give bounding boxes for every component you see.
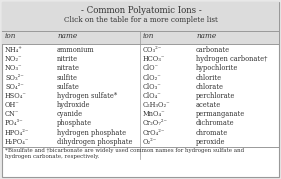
Text: - Common Polyatomic Ions -: - Common Polyatomic Ions - bbox=[81, 6, 201, 15]
Text: ClO₄⁻: ClO₄⁻ bbox=[143, 92, 162, 100]
Text: ClO₃⁻: ClO₃⁻ bbox=[143, 83, 162, 91]
Text: sulfate: sulfate bbox=[57, 83, 80, 91]
Text: dichromate: dichromate bbox=[196, 119, 235, 127]
Text: CN⁻: CN⁻ bbox=[5, 110, 19, 118]
Text: perchlorate: perchlorate bbox=[196, 92, 235, 100]
Text: Cr₂O₇²⁻: Cr₂O₇²⁻ bbox=[143, 119, 168, 127]
Text: carbonate: carbonate bbox=[196, 46, 230, 54]
Text: hydrogen sulfate*: hydrogen sulfate* bbox=[57, 92, 117, 100]
Text: NO₂⁻: NO₂⁻ bbox=[5, 55, 22, 63]
Text: O₂²⁻: O₂²⁻ bbox=[143, 138, 157, 146]
Text: SO₃²⁻: SO₃²⁻ bbox=[5, 74, 24, 82]
Text: PO₄³⁻: PO₄³⁻ bbox=[5, 119, 24, 127]
Text: C₂H₃O₂⁻: C₂H₃O₂⁻ bbox=[143, 101, 171, 109]
Text: H₂PO₄⁻: H₂PO₄⁻ bbox=[5, 138, 30, 146]
Text: Click on the table for a more complete list: Click on the table for a more complete l… bbox=[64, 16, 218, 24]
Text: peroxide: peroxide bbox=[196, 138, 225, 146]
Text: ion: ion bbox=[143, 32, 154, 40]
Text: ion: ion bbox=[5, 32, 16, 40]
Text: hypochlorite: hypochlorite bbox=[196, 64, 238, 72]
Text: NH₄⁺: NH₄⁺ bbox=[5, 46, 23, 54]
Text: HPO₄²⁻: HPO₄²⁻ bbox=[5, 129, 30, 137]
Text: cyanide: cyanide bbox=[57, 110, 83, 118]
Text: HSO₄⁻: HSO₄⁻ bbox=[5, 92, 27, 100]
Bar bbox=[2, 2, 279, 31]
Text: ClO₂⁻: ClO₂⁻ bbox=[143, 74, 162, 82]
Text: chlorite: chlorite bbox=[196, 74, 222, 82]
Text: name: name bbox=[196, 32, 216, 40]
Text: sulfite: sulfite bbox=[57, 74, 78, 82]
Text: nitrite: nitrite bbox=[57, 55, 78, 63]
Text: ammonium: ammonium bbox=[57, 46, 95, 54]
Text: HCO₃⁻: HCO₃⁻ bbox=[143, 55, 166, 63]
Text: SO₄²⁻: SO₄²⁻ bbox=[5, 83, 24, 91]
Text: phosphate: phosphate bbox=[57, 119, 92, 127]
Text: CrO₄²⁻: CrO₄²⁻ bbox=[143, 129, 166, 137]
Text: NO₃⁻: NO₃⁻ bbox=[5, 64, 22, 72]
Text: OH⁻: OH⁻ bbox=[5, 101, 20, 109]
Text: ClO⁻: ClO⁻ bbox=[143, 64, 159, 72]
Text: permanganate: permanganate bbox=[196, 110, 245, 118]
Text: acetate: acetate bbox=[196, 101, 221, 109]
Bar bbox=[2, 31, 279, 44]
Text: chlorate: chlorate bbox=[196, 83, 224, 91]
Text: nitrate: nitrate bbox=[57, 64, 80, 72]
Text: hydrogen carbonate†: hydrogen carbonate† bbox=[196, 55, 268, 63]
Text: chromate: chromate bbox=[196, 129, 228, 137]
Text: hydrogen phosphate: hydrogen phosphate bbox=[57, 129, 126, 137]
Text: *Bisulfate and †bicarbonate are widely used common names for hydrogen sulfate an: *Bisulfate and †bicarbonate are widely u… bbox=[5, 148, 244, 159]
Text: CO₃²⁻: CO₃²⁻ bbox=[143, 46, 162, 54]
Text: name: name bbox=[57, 32, 77, 40]
Text: hydroxide: hydroxide bbox=[57, 101, 90, 109]
Text: MnO₄⁻: MnO₄⁻ bbox=[143, 110, 166, 118]
Text: dihydrogen phosphate: dihydrogen phosphate bbox=[57, 138, 133, 146]
